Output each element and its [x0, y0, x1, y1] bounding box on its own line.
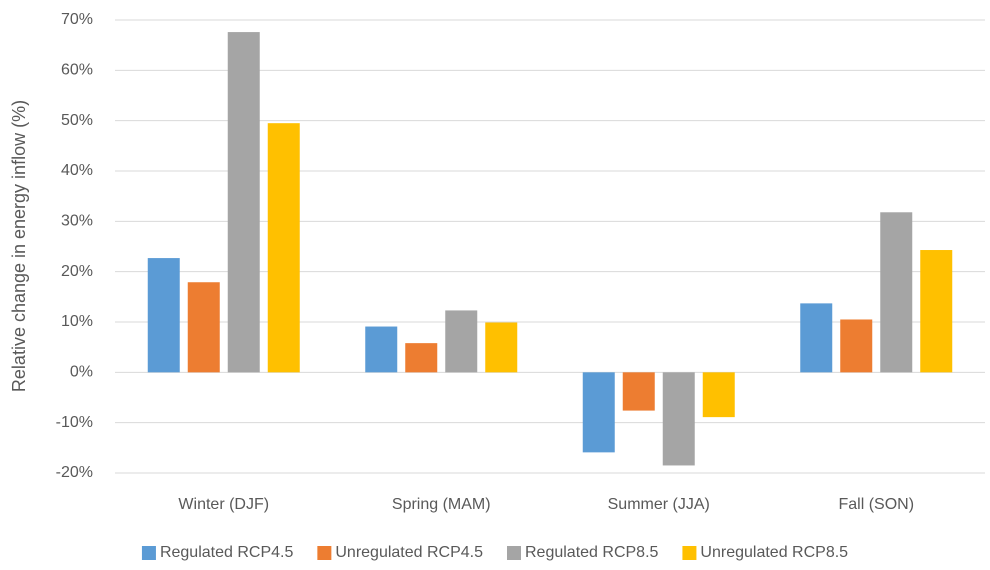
bar: [485, 322, 518, 373]
bar: [920, 250, 953, 373]
legend-swatch: [507, 546, 521, 560]
bar: [840, 319, 873, 373]
bar: [800, 303, 833, 373]
y-tick-label: 70%: [61, 11, 93, 28]
legend-label: Unregulated RCP8.5: [700, 544, 848, 561]
x-tick-label: Spring (MAM): [392, 496, 491, 513]
bar: [187, 282, 220, 373]
y-tick-label: -10%: [56, 414, 93, 431]
bar: [267, 123, 300, 373]
bar: [405, 343, 438, 373]
bar: [227, 32, 260, 373]
y-tick-label: 0%: [70, 364, 93, 381]
x-tick-label: Winter (DJF): [178, 496, 269, 513]
bar: [445, 310, 478, 373]
y-tick-label: 50%: [61, 112, 93, 129]
y-axis-title: Relative change in energy inflow (%): [9, 100, 29, 392]
bar: [147, 258, 180, 373]
y-tick-label: 60%: [61, 62, 93, 79]
legend-label: Unregulated RCP4.5: [335, 544, 483, 561]
y-tick-label: 40%: [61, 162, 93, 179]
y-tick-label: 20%: [61, 263, 93, 280]
y-tick-label: 30%: [61, 213, 93, 230]
bar: [662, 372, 695, 466]
y-tick-label: -20%: [56, 464, 93, 481]
legend-swatch: [141, 546, 156, 560]
x-tick-label: Fall (SON): [838, 496, 914, 513]
bar: [582, 372, 615, 453]
legend-swatch: [317, 546, 332, 560]
bar: [365, 326, 398, 373]
bar: [622, 372, 655, 411]
legend-label: Regulated RCP4.5: [160, 544, 294, 561]
bar: [702, 372, 735, 418]
x-tick-label: Summer (JJA): [608, 496, 710, 513]
legend-swatch: [682, 546, 697, 560]
bar: [880, 212, 913, 373]
legend-label: Regulated RCP8.5: [525, 544, 659, 561]
y-tick-label: 10%: [61, 313, 93, 330]
